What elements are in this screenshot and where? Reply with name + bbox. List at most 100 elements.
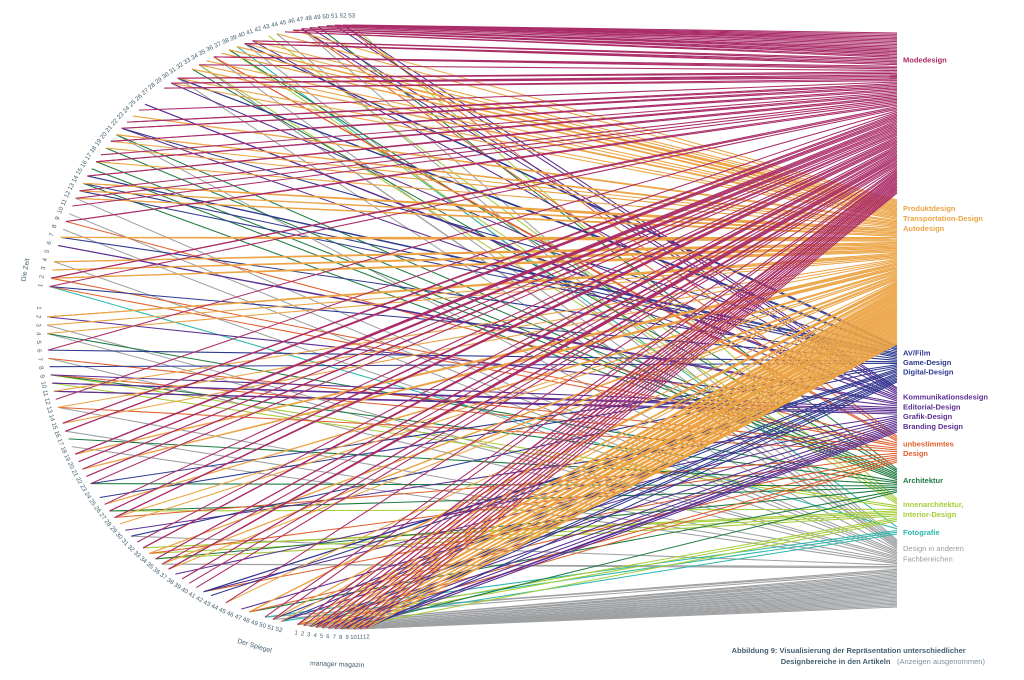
svg-text:52: 52 [340, 13, 348, 20]
svg-text:15: 15 [50, 422, 59, 431]
svg-text:42: 42 [254, 25, 263, 34]
svg-text:5: 5 [320, 634, 325, 640]
svg-text:45: 45 [279, 19, 288, 27]
svg-text:16: 16 [53, 430, 62, 439]
svg-text:48: 48 [242, 616, 251, 625]
svg-text:18: 18 [89, 144, 99, 154]
svg-text:53: 53 [348, 12, 356, 19]
svg-text:Game-Design: Game-Design [903, 358, 952, 367]
svg-text:28: 28 [103, 518, 113, 528]
svg-text:22: 22 [110, 117, 120, 127]
svg-text:41: 41 [245, 28, 254, 37]
svg-text:8: 8 [37, 366, 44, 371]
svg-text:Modedesign: Modedesign [903, 55, 947, 64]
svg-text:16: 16 [79, 159, 89, 169]
svg-text:9: 9 [345, 635, 348, 641]
svg-text:47: 47 [234, 613, 243, 622]
svg-text:33: 33 [132, 550, 142, 560]
svg-text:17: 17 [84, 152, 94, 162]
svg-text:11: 11 [60, 198, 69, 207]
svg-text:Abbildung 9: Visualisierung de: Abbildung 9: Visualisierung der Repräsen… [732, 646, 966, 655]
svg-text:Editorial-Design: Editorial-Design [903, 402, 961, 411]
svg-text:3: 3 [34, 323, 41, 327]
svg-text:40: 40 [237, 30, 246, 39]
svg-text:29: 29 [108, 525, 118, 535]
svg-text:13: 13 [45, 406, 54, 415]
svg-text:43: 43 [202, 599, 212, 609]
svg-text:36: 36 [205, 44, 215, 54]
svg-text:27: 27 [141, 87, 151, 97]
svg-text:Produktdesign: Produktdesign [903, 204, 956, 213]
svg-text:(Anzeigen ausgenommen): (Anzeigen ausgenommen) [897, 657, 985, 666]
svg-text:2: 2 [38, 274, 46, 279]
svg-text:2: 2 [300, 631, 304, 637]
svg-text:Digital-Design: Digital-Design [903, 367, 954, 376]
svg-text:8: 8 [339, 635, 343, 641]
svg-text:18: 18 [59, 446, 68, 456]
svg-text:4: 4 [313, 633, 318, 639]
svg-text:Designbereiche in den Artikeln: Designbereiche in den Artikeln [781, 657, 891, 666]
svg-text:32: 32 [175, 61, 185, 71]
svg-text:30: 30 [161, 71, 171, 81]
svg-text:Grafik-Design: Grafik-Design [903, 412, 953, 421]
svg-text:13: 13 [67, 182, 77, 192]
svg-text:Architektur: Architektur [903, 476, 943, 485]
svg-text:37: 37 [213, 40, 223, 49]
svg-text:Fachbereichen: Fachbereichen [903, 554, 953, 563]
svg-text:31: 31 [168, 66, 178, 76]
svg-text:25: 25 [128, 98, 138, 108]
svg-text:47: 47 [296, 16, 304, 24]
svg-text:Branding Design: Branding Design [903, 422, 963, 431]
svg-text:39: 39 [229, 33, 239, 42]
svg-text:5: 5 [43, 248, 51, 254]
svg-text:Autodesign: Autodesign [903, 224, 945, 233]
svg-text:12: 12 [363, 634, 370, 640]
svg-text:Der Spiegel: Der Spiegel [236, 638, 273, 655]
svg-text:19: 19 [94, 137, 104, 147]
svg-text:44: 44 [271, 21, 280, 30]
svg-text:1: 1 [35, 306, 42, 310]
svg-text:20: 20 [99, 130, 109, 140]
svg-text:35: 35 [145, 561, 155, 571]
svg-text:25: 25 [87, 498, 97, 508]
svg-text:49: 49 [250, 619, 259, 628]
svg-text:14: 14 [71, 174, 81, 184]
svg-text:manager magazin: manager magazin [310, 660, 365, 669]
svg-text:50: 50 [258, 621, 267, 630]
svg-text:6: 6 [35, 349, 42, 354]
svg-text:49: 49 [313, 14, 321, 22]
svg-text:26: 26 [134, 92, 144, 102]
svg-text:unbestimmtes: unbestimmtes [903, 440, 954, 449]
svg-text:46: 46 [226, 610, 236, 619]
svg-text:36: 36 [152, 566, 162, 576]
svg-text:14: 14 [47, 414, 56, 423]
svg-text:1: 1 [294, 630, 298, 636]
svg-text:1: 1 [37, 283, 44, 288]
svg-text:28: 28 [147, 81, 157, 91]
svg-text:22: 22 [74, 476, 84, 486]
svg-text:4: 4 [42, 257, 50, 262]
svg-text:5: 5 [35, 340, 42, 344]
svg-text:Fotografie: Fotografie [903, 528, 940, 537]
svg-text:7: 7 [48, 232, 56, 238]
svg-text:4: 4 [35, 332, 42, 336]
svg-text:34: 34 [190, 52, 200, 62]
svg-text:51: 51 [331, 13, 339, 20]
svg-text:17: 17 [56, 438, 65, 448]
svg-text:6: 6 [326, 634, 330, 640]
svg-text:3: 3 [40, 265, 48, 270]
svg-text:42: 42 [194, 595, 204, 605]
svg-text:7: 7 [333, 635, 337, 641]
svg-text:21: 21 [70, 469, 80, 479]
svg-text:41: 41 [187, 591, 197, 601]
svg-text:3: 3 [307, 632, 312, 638]
svg-text:24: 24 [83, 491, 93, 501]
svg-text:50: 50 [322, 13, 330, 21]
svg-text:44: 44 [210, 603, 220, 613]
svg-text:Innenarchitektur,: Innenarchitektur, [903, 500, 963, 509]
svg-text:52: 52 [275, 626, 284, 634]
svg-text:32: 32 [126, 544, 136, 554]
svg-text:34: 34 [138, 555, 148, 565]
svg-text:35: 35 [198, 48, 208, 58]
svg-text:26: 26 [92, 505, 102, 515]
